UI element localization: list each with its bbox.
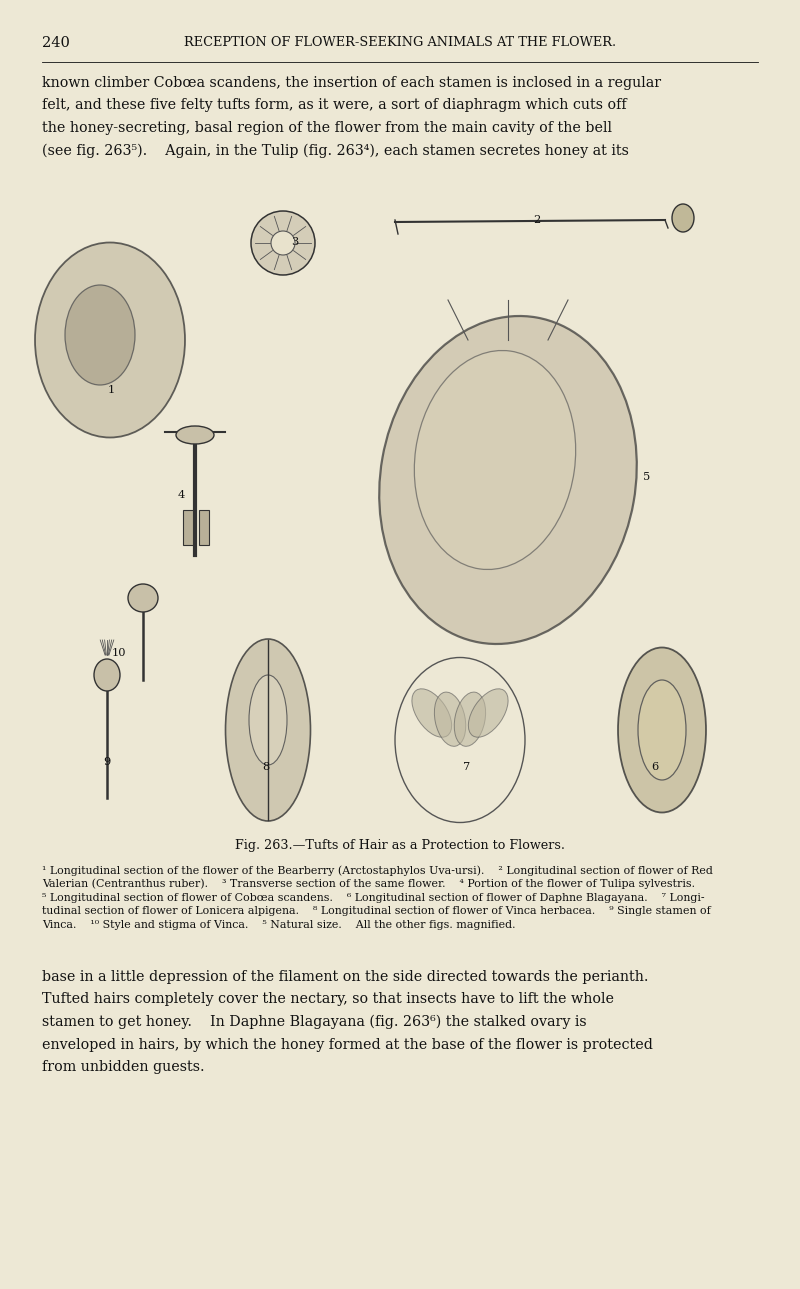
Text: known climber Cobœa scandens, the insertion of each stamen is inclosed in a regu: known climber Cobœa scandens, the insert…	[42, 76, 661, 90]
Ellipse shape	[65, 285, 135, 385]
Text: Tufted hairs completely cover the nectary, so that insects have to lift the whol: Tufted hairs completely cover the nectar…	[42, 993, 614, 1007]
Ellipse shape	[412, 688, 452, 737]
Text: ⁵ Longitudinal section of flower of Cobœa scandens.    ⁶ Longitudinal section of: ⁵ Longitudinal section of flower of Cobœ…	[42, 892, 705, 902]
Text: from unbidden guests.: from unbidden guests.	[42, 1060, 205, 1074]
Text: Valerian (Centranthus ruber).    ³ Transverse section of the same flower.    ⁴ P: Valerian (Centranthus ruber). ³ Transver…	[42, 879, 695, 889]
Ellipse shape	[35, 242, 185, 437]
Text: felt, and these five felty tufts form, as it were, a sort of diaphragm which cut: felt, and these five felty tufts form, a…	[42, 98, 626, 112]
Text: 10: 10	[112, 648, 126, 657]
Ellipse shape	[128, 584, 158, 612]
Ellipse shape	[414, 351, 576, 570]
Text: enveloped in hairs, by which the honey formed at the base of the flower is prote: enveloped in hairs, by which the honey f…	[42, 1038, 653, 1052]
Text: (see fig. 263⁵).    Again, in the Tulip (fig. 263⁴), each stamen secretes honey : (see fig. 263⁵). Again, in the Tulip (fi…	[42, 143, 629, 157]
FancyBboxPatch shape	[183, 510, 193, 545]
Text: 240: 240	[42, 36, 70, 50]
Text: 7: 7	[463, 762, 470, 772]
Ellipse shape	[468, 688, 508, 737]
Text: RECEPTION OF FLOWER-SEEKING ANIMALS AT THE FLOWER.: RECEPTION OF FLOWER-SEEKING ANIMALS AT T…	[184, 36, 616, 49]
Circle shape	[271, 231, 295, 255]
Ellipse shape	[434, 692, 466, 746]
Text: 8: 8	[262, 762, 270, 772]
Text: the honey-secreting, basal region of the flower from the main cavity of the bell: the honey-secreting, basal region of the…	[42, 121, 612, 135]
FancyBboxPatch shape	[199, 510, 209, 545]
Text: 6: 6	[651, 762, 658, 772]
Ellipse shape	[379, 316, 637, 644]
Text: 9: 9	[103, 757, 110, 767]
Text: Vinca.    ¹⁰ Style and stigma of Vinca.    ⁵ Natural size.    All the other figs: Vinca. ¹⁰ Style and stigma of Vinca. ⁵ N…	[42, 920, 515, 931]
Circle shape	[251, 211, 315, 275]
Text: 3: 3	[291, 237, 298, 247]
Text: stamen to get honey.    In Daphne Blagayana (fig. 263⁶) the stalked ovary is: stamen to get honey. In Daphne Blagayana…	[42, 1014, 586, 1030]
Text: Fig. 263.—Tufts of Hair as a Protection to Flowers.: Fig. 263.—Tufts of Hair as a Protection …	[235, 839, 565, 852]
Ellipse shape	[94, 659, 120, 691]
FancyBboxPatch shape	[42, 178, 758, 825]
Text: ¹ Longitudinal section of the flower of the Bearberry (Arctostaphylos Uva-ursi).: ¹ Longitudinal section of the flower of …	[42, 865, 713, 875]
Text: tudinal section of flower of Lonicera alpigena.    ⁸ Longitudinal section of flo: tudinal section of flower of Lonicera al…	[42, 906, 710, 916]
Ellipse shape	[454, 692, 486, 746]
Ellipse shape	[176, 425, 214, 443]
Ellipse shape	[226, 639, 310, 821]
Text: base in a little depression of the filament on the side directed towards the per: base in a little depression of the filam…	[42, 971, 649, 984]
Ellipse shape	[249, 675, 287, 764]
Ellipse shape	[638, 681, 686, 780]
Ellipse shape	[618, 647, 706, 812]
Text: 5: 5	[643, 472, 650, 482]
Ellipse shape	[672, 204, 694, 232]
Text: 4: 4	[178, 490, 186, 500]
Text: 1: 1	[108, 385, 115, 394]
Text: 2: 2	[533, 215, 540, 226]
